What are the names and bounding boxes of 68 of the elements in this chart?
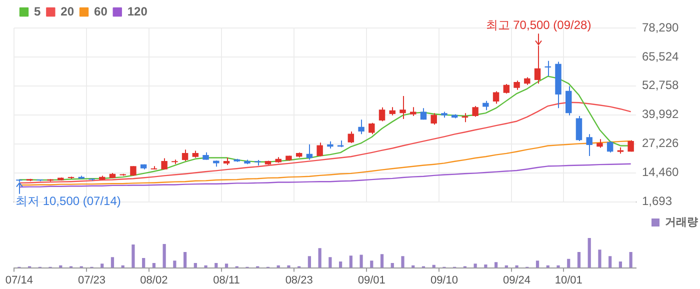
bar: [349, 256, 352, 268]
bar: [598, 250, 602, 268]
bar: [370, 260, 374, 268]
bar: [287, 265, 290, 268]
bar: [204, 265, 208, 268]
y-tick-label: 52,758: [642, 78, 680, 92]
bar: [608, 256, 612, 268]
x-tick-label: 09/01: [358, 274, 386, 286]
annotation: 최저 10,500 (07/14): [16, 194, 121, 208]
candlestick: [441, 111, 448, 118]
x-tick-label: 09/10: [430, 274, 458, 286]
bar: [401, 256, 404, 268]
bar: [142, 258, 146, 268]
bar: [183, 252, 187, 268]
legend-label: 120: [127, 4, 148, 18]
bar: [380, 254, 384, 268]
candlestick: [368, 122, 375, 135]
x-tick-label: 09/24: [503, 274, 531, 286]
y-tick-label: 78,290: [642, 20, 680, 34]
bar: [390, 263, 394, 268]
bar: [308, 256, 312, 268]
bar: [618, 262, 622, 268]
x-tick-label: 08/11: [213, 274, 240, 286]
candlestick: [254, 160, 261, 166]
bar: [494, 262, 498, 268]
bar: [515, 265, 518, 268]
bar: [474, 264, 477, 268]
y-tick-label: 1,693: [642, 194, 672, 208]
x-tick-label: 10/01: [554, 274, 582, 286]
candlestick: [400, 96, 406, 120]
x-tick-label: 08/02: [140, 274, 168, 286]
bar: [360, 254, 363, 268]
x-tick-label: 07/14: [5, 274, 33, 286]
candlestick: [286, 155, 292, 162]
candlestick: [514, 80, 520, 90]
bar: [173, 260, 176, 268]
legend-label: 20: [60, 4, 74, 18]
bar: [556, 265, 560, 268]
bar: [536, 260, 540, 268]
bar: [338, 262, 342, 268]
bar: [328, 257, 332, 268]
bar: [194, 263, 197, 268]
legend-label: 60: [94, 4, 108, 18]
bar: [110, 257, 114, 268]
x-tick-label: 08/23: [285, 274, 313, 286]
candlestick: [202, 152, 209, 160]
annotation: 최고 70,500 (09/28): [486, 18, 592, 32]
x-tick-label: 07/23: [78, 274, 106, 286]
y-tick-label: 39,992: [642, 107, 680, 122]
candlestick: [130, 166, 136, 176]
bar: [318, 248, 322, 268]
y-tick-label: 14,460: [642, 165, 680, 180]
bar: [577, 252, 581, 268]
bar: [100, 264, 104, 268]
bar: [214, 263, 218, 268]
legend-label: 거래량: [665, 216, 698, 229]
candlestick: [275, 156, 282, 164]
bar: [629, 252, 632, 268]
y-tick-label: 65,524: [642, 49, 680, 64]
legend-label: 5: [34, 4, 41, 18]
bar: [152, 263, 156, 268]
y-tick-label: 27,226: [642, 136, 680, 150]
bar: [588, 238, 591, 268]
bar: [162, 244, 166, 268]
bar: [567, 258, 570, 268]
bar: [224, 264, 228, 268]
candlestick: [472, 106, 478, 118]
bar: [132, 244, 135, 268]
